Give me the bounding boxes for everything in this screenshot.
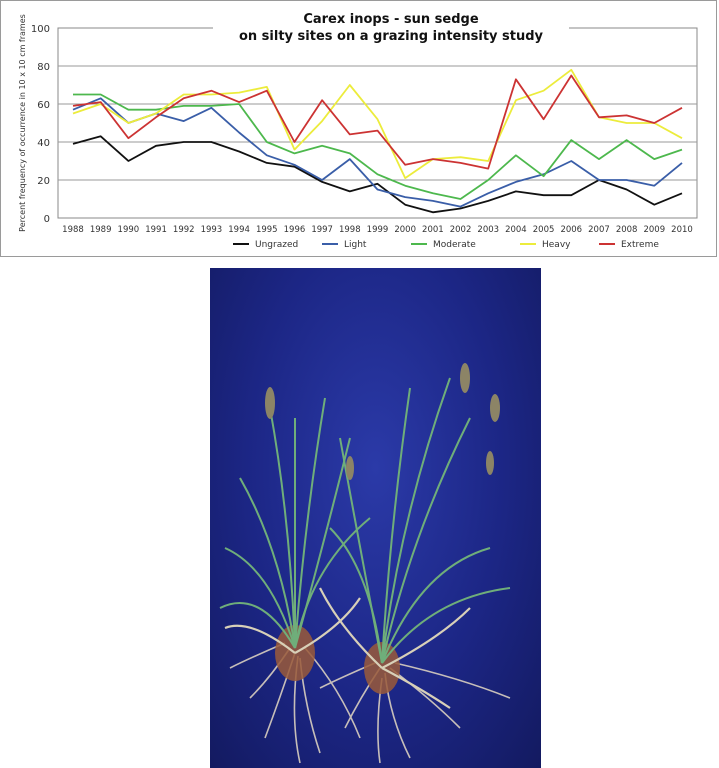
- x-tick-label: 2000: [394, 225, 416, 235]
- title-background: [213, 11, 569, 47]
- legend-label-light: Light: [344, 240, 367, 250]
- chart-frame: 0 20 40 60 80 100 1988 1989 1990 1991 1992 1993 1994…: [0, 0, 717, 257]
- x-tick-label: 1997: [311, 225, 333, 235]
- x-tick-label: 1993: [201, 225, 223, 235]
- x-tick-label: 1998: [339, 225, 361, 235]
- series-line-heavy: [72, 68, 683, 180]
- x-tick-label: 1994: [228, 225, 250, 235]
- x-tick-label: 2009: [643, 225, 665, 235]
- x-tick-label: 1995: [256, 225, 278, 235]
- y-axis-label: Percent frequency of occurrence in 10 x …: [18, 14, 27, 232]
- x-tick-label: 1999: [367, 225, 389, 235]
- legend-label-heavy: Heavy: [542, 240, 571, 250]
- x-tick-label: 2004: [505, 225, 527, 235]
- plot-area: [57, 27, 698, 219]
- y-tick-label: 80: [37, 62, 50, 73]
- x-tick-label: 2010: [671, 225, 693, 235]
- x-tick-label: 1988: [62, 225, 84, 235]
- series-line-moderate: [73, 93, 683, 200]
- chart-subtitle: on silty sites on a grazing intensity st…: [239, 29, 544, 44]
- x-tick-label: 2005: [533, 225, 555, 235]
- chart-title: Carex inops - sun sedge: [303, 12, 479, 27]
- legend-label-moderate: Moderate: [433, 240, 476, 250]
- series-line-ungrazed: [72, 135, 683, 214]
- legend-label-extreme: Extreme: [621, 240, 659, 250]
- x-tick-label: 1989: [90, 225, 112, 235]
- y-tick-label: 60: [37, 100, 50, 111]
- x-tick-label: 2007: [588, 225, 610, 235]
- x-tick-label: 1991: [145, 225, 167, 235]
- x-tick-label: 2008: [616, 225, 638, 235]
- y-tick-label: 20: [37, 176, 50, 187]
- x-tick-label: 1992: [173, 225, 195, 235]
- y-tick-label: 0: [44, 214, 50, 225]
- y-tick-label: 100: [31, 24, 50, 35]
- x-tick-label: 2006: [560, 225, 582, 235]
- x-tick-label: 1996: [284, 225, 306, 235]
- series-line-extreme: [72, 74, 683, 170]
- line-chart: 0 20 40 60 80 100 1988 1989 1990 1991 1992 1993 1994…: [18, 11, 698, 250]
- x-tick-label: 2002: [450, 225, 472, 235]
- y-tick-label: 40: [37, 138, 50, 149]
- legend-label-ungrazed: Ungrazed: [255, 240, 298, 250]
- x-tick-label: 1990: [118, 225, 140, 235]
- series-line-light: [72, 97, 683, 208]
- sun-sedge-plants-photo: [210, 268, 541, 768]
- x-tick-label: 2001: [422, 225, 444, 235]
- x-tick-label: 2003: [477, 225, 499, 235]
